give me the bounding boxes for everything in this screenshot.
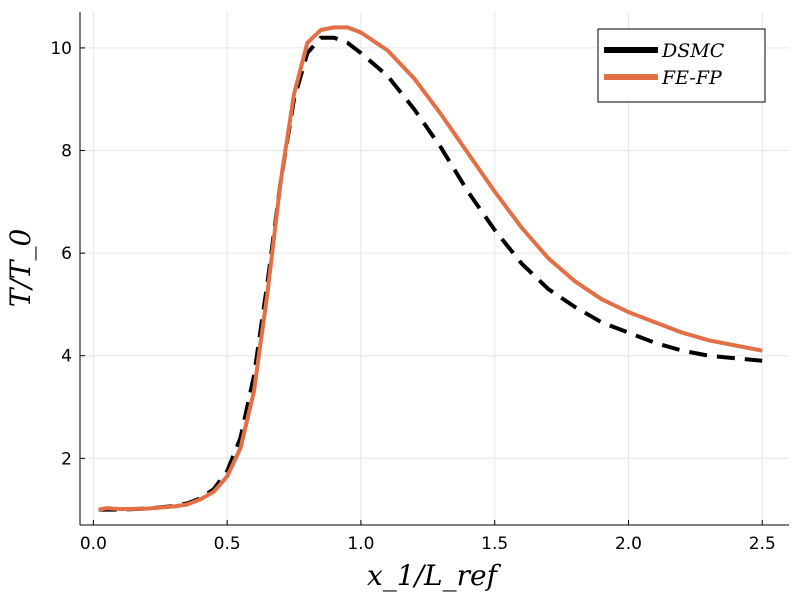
x-tick-label: 1.0 xyxy=(347,534,374,554)
y-axis-label: T/T_0 xyxy=(4,229,37,308)
y-tick-label: 4 xyxy=(61,347,72,367)
legend-label: DSMC xyxy=(661,40,725,62)
y-tick-label: 6 xyxy=(61,244,72,264)
y-tick-label: 2 xyxy=(61,449,72,469)
series-layer xyxy=(98,25,763,512)
x-tick-label: 2.0 xyxy=(615,534,642,554)
series-line-dsmc xyxy=(98,35,763,512)
x-ticks: 0.0 0.5 1.0 1.5 2.0 2.5 xyxy=(80,520,776,554)
series-line-fe-fp xyxy=(98,25,763,512)
x-tick-label: 0.5 xyxy=(214,534,241,554)
x-axis-label: x_1/L_ref xyxy=(367,559,502,592)
legend: DSMC FE-FP xyxy=(597,28,766,103)
legend-label: FE-FP xyxy=(661,67,723,89)
y-tick-label: 8 xyxy=(61,142,72,162)
x-tick-label: 2.5 xyxy=(749,534,776,554)
axes xyxy=(79,12,789,526)
legend-box xyxy=(597,28,766,103)
x-tick-label: 1.5 xyxy=(481,534,508,554)
y-ticks: 2 4 6 8 10 xyxy=(50,39,85,469)
y-tick-label: 10 xyxy=(50,39,72,59)
x-tick-label: 0.0 xyxy=(80,534,107,554)
